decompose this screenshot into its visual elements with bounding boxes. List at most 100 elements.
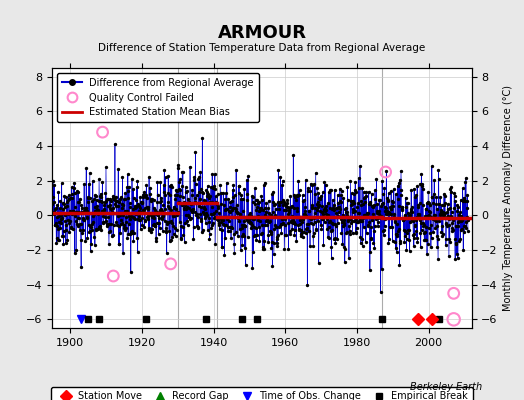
Point — [430, 176, 439, 183]
Point — [318, 216, 326, 222]
Point — [319, 242, 328, 248]
Point — [103, 210, 112, 216]
Point — [390, 186, 398, 192]
Point — [259, 237, 268, 244]
Point — [355, 209, 363, 216]
Point — [88, 210, 96, 217]
Point — [359, 189, 368, 195]
Point — [190, 176, 198, 183]
Point — [177, 235, 185, 242]
Point — [95, 176, 103, 183]
Point — [91, 204, 100, 210]
Point — [91, 242, 99, 248]
Point — [446, 189, 455, 196]
Point — [200, 197, 209, 203]
Point — [148, 213, 156, 220]
Point — [260, 180, 269, 186]
Point — [135, 213, 144, 220]
Point — [102, 221, 111, 227]
Point — [298, 215, 307, 221]
Point — [81, 238, 90, 244]
Point — [455, 218, 464, 224]
Point — [378, 266, 386, 272]
Point — [234, 233, 242, 239]
Point — [408, 204, 417, 211]
Point — [218, 244, 226, 251]
Point — [316, 208, 324, 214]
Point — [56, 225, 64, 231]
Point — [370, 228, 378, 234]
Point — [260, 205, 269, 212]
Point — [429, 216, 438, 222]
Point — [150, 214, 158, 221]
Point — [220, 252, 228, 258]
Point — [407, 187, 416, 194]
Point — [451, 256, 460, 262]
Point — [423, 251, 431, 258]
Point — [305, 215, 314, 222]
Point — [358, 236, 367, 242]
Point — [111, 141, 119, 148]
Point — [184, 212, 192, 218]
Point — [205, 230, 214, 237]
Point — [301, 213, 310, 220]
Point — [406, 218, 414, 225]
Point — [99, 129, 107, 135]
Point — [417, 220, 425, 226]
Point — [299, 216, 308, 222]
Point — [132, 204, 140, 210]
Point — [445, 222, 454, 228]
Point — [309, 233, 317, 239]
Point — [138, 222, 146, 228]
Point — [431, 216, 439, 223]
Point — [454, 203, 463, 210]
Point — [399, 217, 408, 224]
Point — [209, 185, 217, 191]
Point — [196, 210, 204, 217]
Point — [89, 219, 97, 226]
Point — [214, 220, 223, 227]
Point — [252, 224, 260, 231]
Point — [99, 219, 107, 226]
Point — [346, 178, 355, 184]
Point — [418, 182, 426, 189]
Point — [323, 213, 331, 220]
Point — [162, 249, 171, 256]
Point — [69, 226, 77, 232]
Point — [66, 208, 74, 214]
Point — [152, 209, 161, 216]
Point — [292, 197, 300, 203]
Point — [138, 215, 147, 222]
Point — [165, 205, 173, 212]
Point — [458, 215, 466, 222]
Point — [441, 193, 449, 199]
Point — [147, 229, 156, 236]
Point — [256, 207, 264, 213]
Point — [167, 261, 175, 267]
Point — [330, 202, 338, 208]
Point — [351, 187, 359, 193]
Point — [420, 222, 428, 229]
Point — [121, 190, 129, 196]
Point — [196, 216, 205, 222]
Point — [431, 225, 439, 231]
Point — [453, 208, 461, 214]
Point — [411, 222, 419, 228]
Point — [193, 211, 201, 217]
Point — [419, 223, 428, 230]
Point — [219, 220, 227, 227]
Point — [243, 197, 251, 203]
Point — [315, 196, 324, 202]
Point — [308, 204, 316, 211]
Point — [325, 235, 333, 242]
Point — [255, 224, 263, 230]
Point — [213, 190, 222, 197]
Point — [405, 227, 413, 233]
Point — [180, 205, 189, 212]
Point — [293, 222, 302, 229]
Point — [270, 240, 278, 246]
Point — [70, 250, 79, 257]
Point — [432, 200, 440, 207]
Point — [197, 204, 205, 210]
Point — [148, 196, 157, 202]
